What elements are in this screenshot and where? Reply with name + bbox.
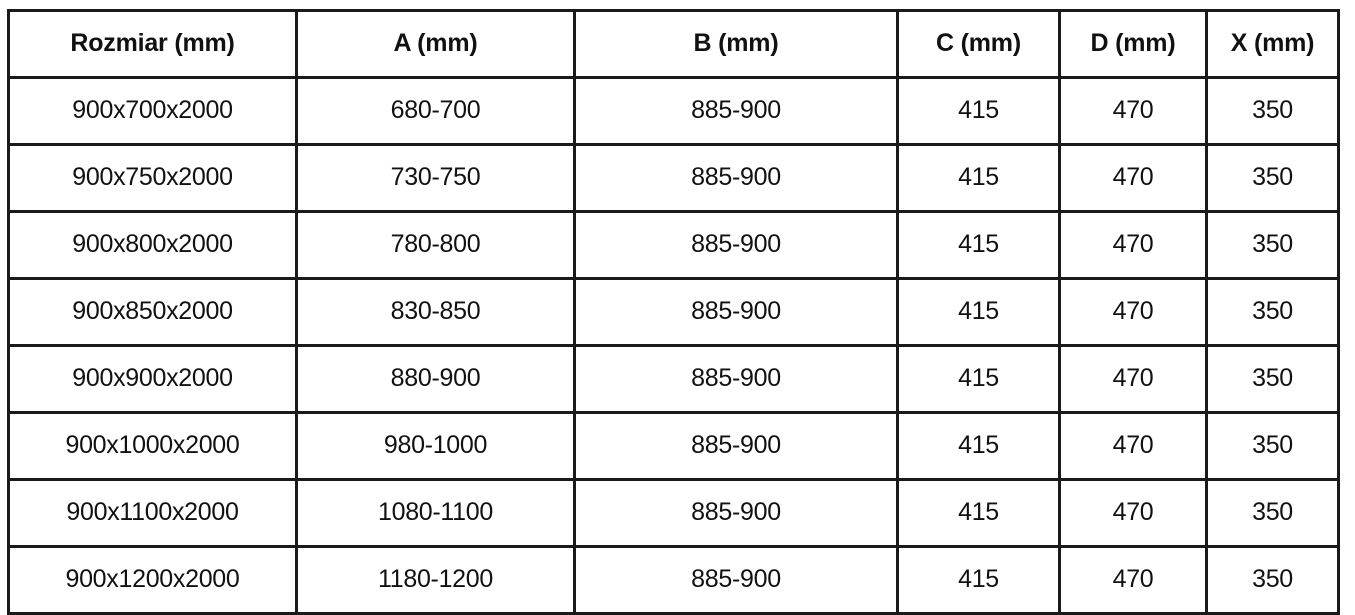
cell-d: 470 bbox=[1058, 478, 1208, 548]
column-header-size: Rozmiar (mm) bbox=[7, 9, 298, 79]
table-row: 900x1000x2000 980-1000 885-900 415 470 3… bbox=[7, 411, 1340, 481]
table-row: 900x900x2000 880-900 885-900 415 470 350 bbox=[7, 344, 1340, 414]
cell-c: 415 bbox=[896, 143, 1061, 213]
cell-b: 885-900 bbox=[573, 545, 899, 615]
header-row: Rozmiar (mm) A (mm) B (mm) C (mm) D (mm)… bbox=[7, 9, 1340, 79]
cell-size: 900x900x2000 bbox=[7, 344, 298, 414]
cell-x: 350 bbox=[1205, 277, 1340, 347]
cell-c: 415 bbox=[896, 478, 1061, 548]
cell-d: 470 bbox=[1058, 210, 1208, 280]
cell-b: 885-900 bbox=[573, 210, 899, 280]
cell-x: 350 bbox=[1205, 411, 1340, 481]
spec-table-container: Rozmiar (mm) A (mm) B (mm) C (mm) D (mm)… bbox=[7, 9, 1340, 615]
cell-x: 350 bbox=[1205, 76, 1340, 146]
table-row: 900x1100x2000 1080-1100 885-900 415 470 … bbox=[7, 478, 1340, 548]
table-body: 900x700x2000 680-700 885-900 415 470 350… bbox=[7, 76, 1340, 615]
table-row: 900x700x2000 680-700 885-900 415 470 350 bbox=[7, 76, 1340, 146]
column-header-b: B (mm) bbox=[573, 9, 899, 79]
cell-c: 415 bbox=[896, 76, 1061, 146]
cell-x: 350 bbox=[1205, 478, 1340, 548]
table-row: 900x850x2000 830-850 885-900 415 470 350 bbox=[7, 277, 1340, 347]
cell-size: 900x1200x2000 bbox=[7, 545, 298, 615]
shower-enclosure-dimensions-table: Rozmiar (mm) A (mm) B (mm) C (mm) D (mm)… bbox=[7, 9, 1340, 615]
cell-c: 415 bbox=[896, 545, 1061, 615]
cell-d: 470 bbox=[1058, 411, 1208, 481]
cell-c: 415 bbox=[896, 411, 1061, 481]
cell-c: 415 bbox=[896, 277, 1061, 347]
cell-d: 470 bbox=[1058, 344, 1208, 414]
cell-size: 900x800x2000 bbox=[7, 210, 298, 280]
cell-c: 415 bbox=[896, 344, 1061, 414]
cell-c: 415 bbox=[896, 210, 1061, 280]
table-row: 900x1200x2000 1180-1200 885-900 415 470 … bbox=[7, 545, 1340, 615]
cell-size: 900x850x2000 bbox=[7, 277, 298, 347]
cell-d: 470 bbox=[1058, 76, 1208, 146]
cell-b: 885-900 bbox=[573, 344, 899, 414]
cell-size: 900x700x2000 bbox=[7, 76, 298, 146]
cell-a: 1180-1200 bbox=[295, 545, 576, 615]
cell-a: 980-1000 bbox=[295, 411, 576, 481]
cell-x: 350 bbox=[1205, 143, 1340, 213]
cell-b: 885-900 bbox=[573, 411, 899, 481]
cell-a: 680-700 bbox=[295, 76, 576, 146]
column-header-x: X (mm) bbox=[1205, 9, 1340, 79]
cell-a: 730-750 bbox=[295, 143, 576, 213]
cell-b: 885-900 bbox=[573, 478, 899, 548]
column-header-d: D (mm) bbox=[1058, 9, 1208, 79]
cell-size: 900x1000x2000 bbox=[7, 411, 298, 481]
table-row: 900x750x2000 730-750 885-900 415 470 350 bbox=[7, 143, 1340, 213]
cell-d: 470 bbox=[1058, 277, 1208, 347]
cell-a: 780-800 bbox=[295, 210, 576, 280]
cell-d: 470 bbox=[1058, 545, 1208, 615]
column-header-c: C (mm) bbox=[896, 9, 1061, 79]
table-row: 900x800x2000 780-800 885-900 415 470 350 bbox=[7, 210, 1340, 280]
cell-x: 350 bbox=[1205, 344, 1340, 414]
cell-x: 350 bbox=[1205, 545, 1340, 615]
cell-size: 900x1100x2000 bbox=[7, 478, 298, 548]
cell-x: 350 bbox=[1205, 210, 1340, 280]
cell-a: 880-900 bbox=[295, 344, 576, 414]
cell-b: 885-900 bbox=[573, 277, 899, 347]
cell-b: 885-900 bbox=[573, 76, 899, 146]
cell-d: 470 bbox=[1058, 143, 1208, 213]
cell-a: 1080-1100 bbox=[295, 478, 576, 548]
cell-a: 830-850 bbox=[295, 277, 576, 347]
table-header: Rozmiar (mm) A (mm) B (mm) C (mm) D (mm)… bbox=[7, 9, 1340, 79]
cell-size: 900x750x2000 bbox=[7, 143, 298, 213]
cell-b: 885-900 bbox=[573, 143, 899, 213]
column-header-a: A (mm) bbox=[295, 9, 576, 79]
